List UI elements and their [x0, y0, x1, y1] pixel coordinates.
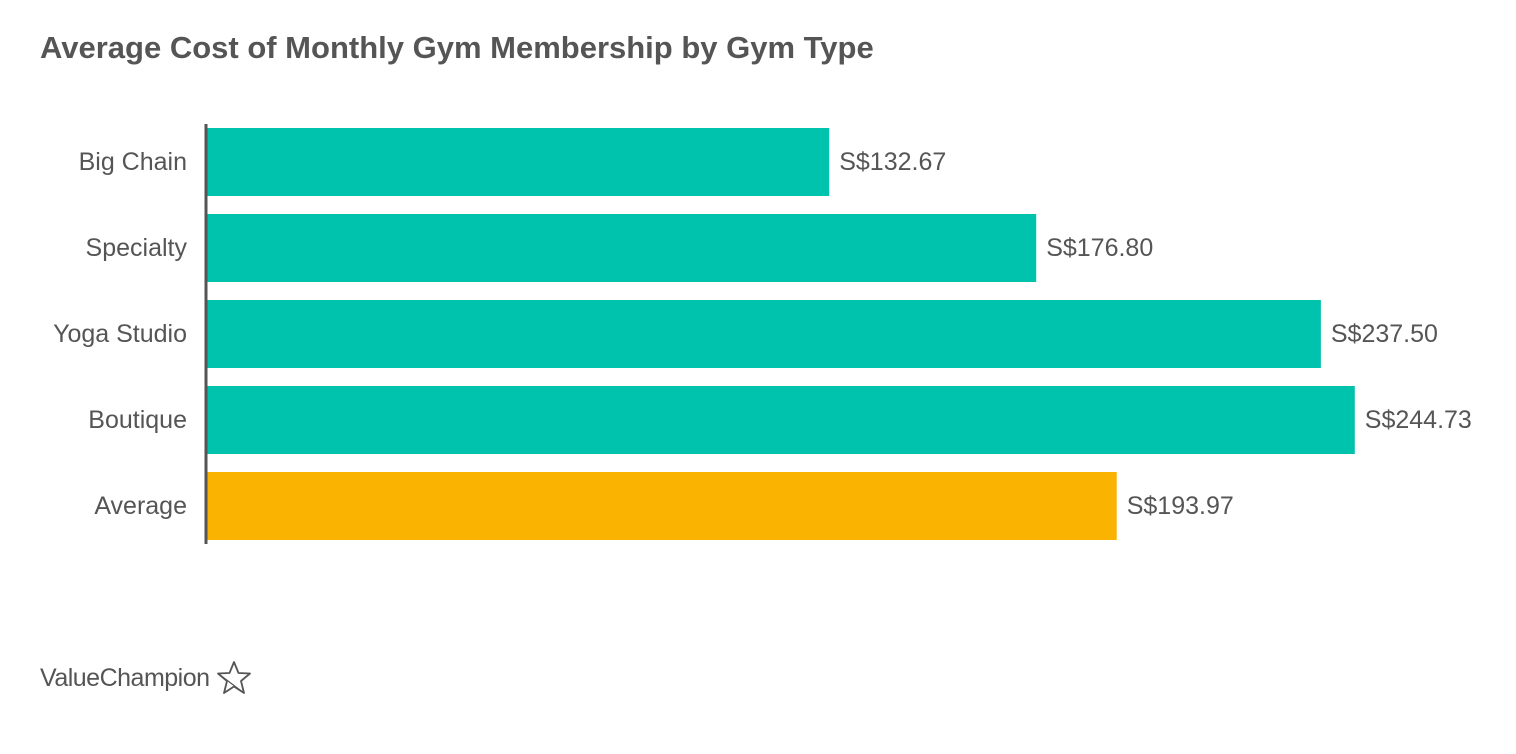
value-label: S$193.97	[1127, 492, 1234, 520]
bar-specialty	[207, 214, 1037, 282]
value-label: S$244.73	[1365, 406, 1472, 434]
value-label: S$237.50	[1331, 320, 1438, 348]
chart-title: Average Cost of Monthly Gym Membership b…	[40, 30, 874, 65]
value-label: S$132.67	[839, 148, 946, 176]
category-label: Average	[94, 492, 187, 520]
bar-big-chain	[207, 128, 830, 196]
bar-boutique	[207, 386, 1355, 454]
category-label: Specialty	[86, 234, 188, 262]
valuechampion-logo: ValueChampion	[40, 658, 254, 698]
category-label: Big Chain	[79, 148, 187, 176]
labels-layer: Big Chain S$132.67 Specialty S$176.80 Yoga S…	[53, 148, 1472, 520]
star-outline-icon	[214, 658, 254, 698]
bars-layer	[207, 128, 1355, 540]
value-label: S$176.80	[1046, 234, 1153, 262]
bar-average	[207, 472, 1117, 540]
category-label: Yoga Studio	[53, 320, 187, 348]
category-label: Boutique	[88, 406, 187, 434]
logo-text: ValueChampion	[40, 663, 210, 692]
bar-yoga-studio	[207, 300, 1321, 368]
